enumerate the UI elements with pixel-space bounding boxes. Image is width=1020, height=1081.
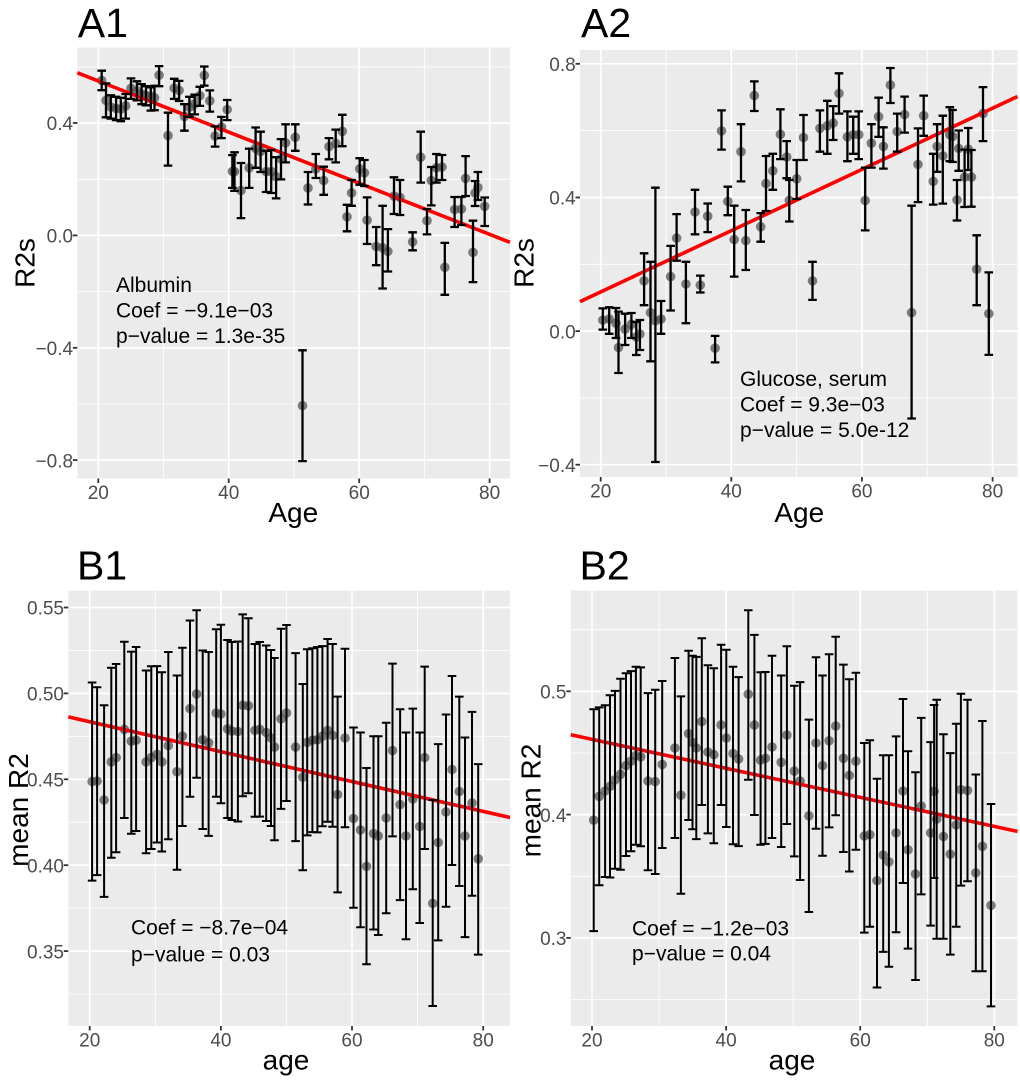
svg-text:20: 20	[79, 1031, 100, 1052]
svg-text:40: 40	[210, 1031, 231, 1052]
svg-text:40: 40	[721, 482, 742, 503]
svg-text:p−value = 0.03: p−value = 0.03	[131, 943, 270, 966]
svg-text:A1: A1	[78, 0, 128, 46]
svg-text:mean R2: mean R2	[3, 753, 34, 867]
svg-text:B2: B2	[580, 543, 630, 589]
svg-text:age: age	[263, 1045, 310, 1076]
svg-text:R2s: R2s	[10, 238, 41, 288]
svg-text:−0.4: −0.4	[538, 456, 576, 477]
svg-text:20: 20	[590, 482, 611, 503]
svg-text:0.40: 0.40	[27, 856, 64, 877]
svg-text:Age: Age	[774, 497, 824, 528]
svg-text:40: 40	[716, 1031, 737, 1052]
svg-text:60: 60	[851, 482, 872, 503]
svg-text:0.45: 0.45	[27, 771, 64, 792]
svg-text:20: 20	[88, 483, 109, 504]
svg-text:−0.4: −0.4	[36, 339, 74, 360]
svg-text:0.35: 0.35	[27, 942, 64, 963]
svg-text:0.8: 0.8	[549, 55, 575, 76]
svg-text:0.0: 0.0	[47, 227, 73, 248]
svg-text:p−value = 0.04: p−value = 0.04	[632, 942, 771, 965]
svg-text:0.3: 0.3	[540, 929, 566, 950]
svg-text:age: age	[769, 1045, 816, 1076]
svg-text:0.4: 0.4	[549, 189, 576, 210]
svg-text:Coef = −1.2e−03: Coef = −1.2e−03	[632, 917, 789, 940]
svg-text:60: 60	[341, 1031, 362, 1052]
svg-text:−0.8: −0.8	[36, 451, 74, 472]
svg-text:40: 40	[218, 483, 239, 504]
svg-text:Coef = 9.3e−03: Coef = 9.3e−03	[740, 393, 885, 416]
svg-text:0.4: 0.4	[47, 114, 74, 135]
svg-text:0.5: 0.5	[540, 683, 566, 704]
svg-text:0.4: 0.4	[540, 806, 567, 827]
svg-text:Glucose, serum: Glucose, serum	[740, 368, 887, 391]
svg-text:60: 60	[850, 1031, 871, 1052]
svg-text:Age: Age	[268, 497, 318, 528]
svg-text:0.55: 0.55	[27, 599, 64, 620]
svg-text:0.0: 0.0	[549, 322, 575, 343]
svg-text:80: 80	[982, 482, 1003, 503]
svg-text:B1: B1	[77, 543, 127, 589]
svg-text:Coef = −8.7e−04: Coef = −8.7e−04	[131, 916, 288, 939]
svg-text:mean R2: mean R2	[516, 744, 547, 858]
svg-text:80: 80	[984, 1031, 1005, 1052]
svg-text:0.50: 0.50	[27, 685, 64, 706]
svg-text:p−value = 5.0e-12: p−value = 5.0e-12	[740, 419, 909, 442]
svg-text:Albumin: Albumin	[116, 274, 192, 297]
svg-text:20: 20	[581, 1031, 602, 1052]
svg-text:60: 60	[349, 483, 370, 504]
svg-text:Coef = −9.1e−03: Coef = −9.1e−03	[116, 299, 273, 322]
svg-text:p−value = 1.3e-35: p−value = 1.3e-35	[116, 325, 285, 348]
svg-text:R2s: R2s	[509, 238, 540, 288]
svg-text:80: 80	[473, 1031, 494, 1052]
svg-text:A2: A2	[581, 0, 631, 46]
svg-text:80: 80	[479, 483, 500, 504]
